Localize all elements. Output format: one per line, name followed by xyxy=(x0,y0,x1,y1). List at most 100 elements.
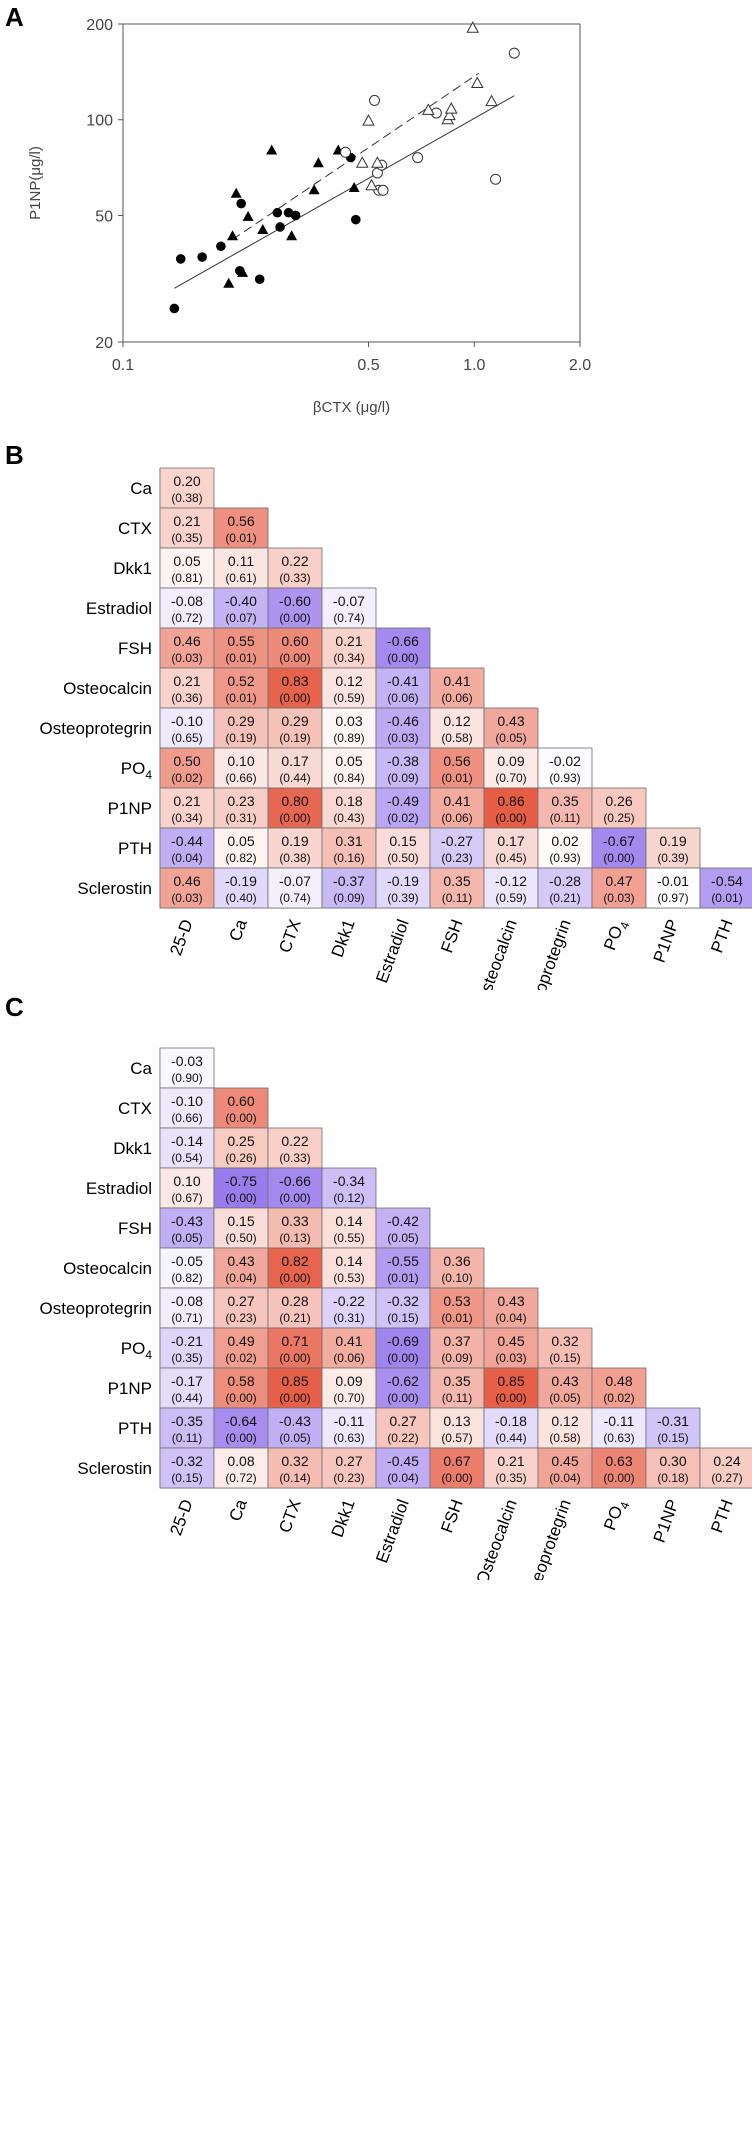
cell-p-value: (0.00) xyxy=(279,1191,310,1205)
cell-p-value: (0.31) xyxy=(225,811,256,825)
cell-value: 0.24 xyxy=(713,1453,740,1469)
cell-value: 0.43 xyxy=(497,713,524,729)
heatmap-cell xyxy=(267,1207,323,1249)
cell-value: 0.26 xyxy=(605,793,632,809)
column-label: PTH xyxy=(707,917,736,955)
cell-p-value: (0.03) xyxy=(171,891,202,905)
column-label: Ca xyxy=(225,1496,250,1523)
cell-p-value: (0.74) xyxy=(279,891,310,905)
cell-value: -0.22 xyxy=(333,1293,365,1309)
cell-p-value: (0.59) xyxy=(495,891,526,905)
cell-value: 0.09 xyxy=(497,753,524,769)
data-point-filled-circle xyxy=(216,241,226,252)
heatmap-cell xyxy=(321,1167,377,1209)
heatmap-cell xyxy=(429,667,485,709)
heatmap-cell xyxy=(213,587,269,629)
column-label: P1NP xyxy=(650,917,683,965)
heatmap-cell xyxy=(591,827,647,869)
cell-value: 0.29 xyxy=(227,713,254,729)
data-point-filled-triangle xyxy=(223,277,235,288)
cell-p-value: (0.21) xyxy=(549,891,580,905)
heatmap-cell xyxy=(159,1087,215,1129)
cell-p-value: (0.02) xyxy=(603,1391,634,1405)
heatmap-cell xyxy=(159,1367,215,1409)
data-point-filled-triangle xyxy=(230,187,242,198)
heatmap-cell xyxy=(591,867,647,909)
cell-p-value: (0.44) xyxy=(279,771,310,785)
heatmap-cell xyxy=(321,707,377,749)
data-point-open-circle xyxy=(369,94,381,106)
cell-value: 0.08 xyxy=(227,1453,254,1469)
heatmap-cell xyxy=(213,1407,269,1449)
heatmap-cell xyxy=(375,1447,431,1489)
cell-p-value: (0.40) xyxy=(225,891,256,905)
cell-value: -0.27 xyxy=(441,833,473,849)
cell-p-value: (0.03) xyxy=(387,731,418,745)
cell-value: 0.60 xyxy=(227,1093,254,1109)
cell-value: 0.25 xyxy=(227,1133,254,1149)
heatmap-cell xyxy=(375,1407,431,1449)
cell-p-value: (0.00) xyxy=(279,811,310,825)
fit-line-solid xyxy=(174,95,515,289)
cell-value: 0.41 xyxy=(443,793,470,809)
heatmap-cell xyxy=(159,1287,215,1329)
plot-frame xyxy=(122,23,581,343)
cell-p-value: (0.05) xyxy=(279,1431,310,1445)
cell-value: -0.17 xyxy=(171,1373,203,1389)
cell-value: 0.41 xyxy=(335,1333,362,1349)
cell-p-value: (0.13) xyxy=(279,1231,310,1245)
cell-p-value: (0.66) xyxy=(171,1111,202,1125)
row-label: Sclerostin xyxy=(77,1459,152,1478)
cell-p-value: (0.59) xyxy=(333,691,364,705)
heatmap-cell xyxy=(159,547,215,589)
cell-value: 0.50 xyxy=(173,753,200,769)
cell-p-value: (0.04) xyxy=(495,1311,526,1325)
cell-p-value: (0.58) xyxy=(549,1431,580,1445)
heatmap-cell xyxy=(267,1127,323,1169)
cell-p-value: (0.00) xyxy=(279,1391,310,1405)
cell-value: -0.35 xyxy=(171,1413,203,1429)
row-label: Ca xyxy=(130,1059,152,1078)
cell-value: 0.32 xyxy=(551,1333,578,1349)
row-label: P1NP xyxy=(108,799,152,818)
cell-value: 0.45 xyxy=(551,1453,578,1469)
cell-value: 0.27 xyxy=(389,1413,416,1429)
heatmap-cell xyxy=(213,747,269,789)
heatmap-cell xyxy=(375,787,431,829)
cell-value: 0.49 xyxy=(227,1333,254,1349)
heatmap-cell xyxy=(159,1407,215,1449)
data-point-open-triangle xyxy=(444,102,458,114)
cell-p-value: (0.23) xyxy=(225,1311,256,1325)
cell-value: -0.60 xyxy=(279,593,311,609)
cell-value: 0.02 xyxy=(551,833,578,849)
heatmap-cell xyxy=(159,507,215,549)
cell-value: 0.56 xyxy=(227,513,254,529)
cell-p-value: (0.81) xyxy=(171,571,202,585)
cell-value: -0.44 xyxy=(171,833,203,849)
cell-p-value: (0.50) xyxy=(225,1231,256,1245)
row-label: PTH xyxy=(118,839,152,858)
column-label: Ca xyxy=(225,916,250,943)
cell-p-value: (0.31) xyxy=(333,1311,364,1325)
cell-value: -0.64 xyxy=(225,1413,257,1429)
data-point-filled-triangle xyxy=(308,184,320,195)
cell-value: 0.21 xyxy=(173,793,200,809)
cell-value: 0.71 xyxy=(281,1333,308,1349)
cell-value: 0.12 xyxy=(443,713,470,729)
cell-p-value: (0.00) xyxy=(441,1471,472,1485)
cell-value: -0.18 xyxy=(495,1413,527,1429)
cell-p-value: (0.00) xyxy=(495,811,526,825)
cell-value: 0.33 xyxy=(281,1213,308,1229)
cell-value: 0.21 xyxy=(173,673,200,689)
heatmap-cell xyxy=(267,1167,323,1209)
column-label: FSH xyxy=(437,1497,466,1535)
heatmap-cell xyxy=(375,747,431,789)
cell-p-value: (0.02) xyxy=(225,1351,256,1365)
cell-value: -0.08 xyxy=(171,593,203,609)
cell-p-value: (0.11) xyxy=(442,891,472,905)
cell-p-value: (0.82) xyxy=(225,851,256,865)
cell-value: 0.23 xyxy=(227,793,254,809)
cell-value: -0.10 xyxy=(171,1093,203,1109)
cell-p-value: (0.63) xyxy=(603,1431,634,1445)
cell-p-value: (0.66) xyxy=(225,771,256,785)
